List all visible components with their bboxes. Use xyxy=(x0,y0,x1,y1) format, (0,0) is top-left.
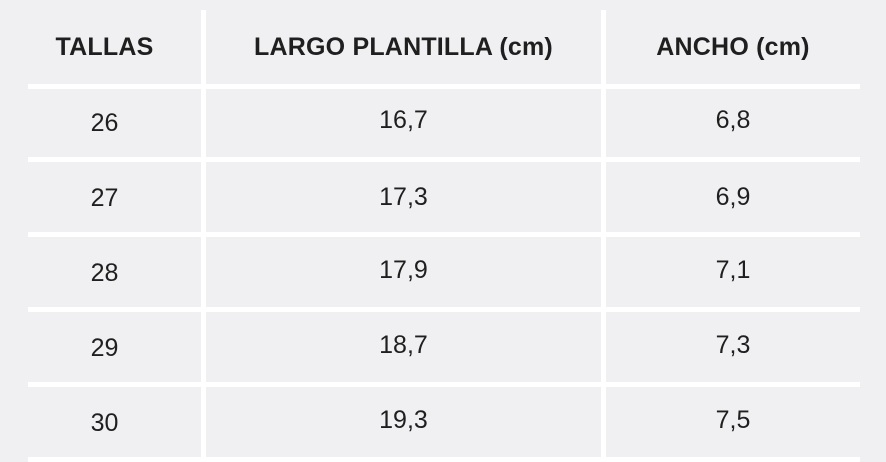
table-cell: 7,5 xyxy=(715,405,751,434)
row-divider-5 xyxy=(28,457,860,462)
table-cell: 17,9 xyxy=(379,255,428,284)
table-cell: 19,3 xyxy=(379,405,428,434)
header-tallas: TALLAS xyxy=(55,32,154,61)
table-cell: 28 xyxy=(90,258,119,287)
table-cell: 17,3 xyxy=(379,182,428,211)
header-largo-plantilla: LARGO PLANTILLA (cm) xyxy=(254,32,553,61)
table-cell: 30 xyxy=(90,408,119,437)
table-cell: 6,8 xyxy=(715,105,751,134)
table-cell: 29 xyxy=(90,333,119,362)
table-cell: 16,7 xyxy=(379,105,428,134)
row-divider-4 xyxy=(28,382,860,387)
table-cell: 26 xyxy=(90,108,119,137)
row-divider-3 xyxy=(28,307,860,312)
table-cell: 18,7 xyxy=(379,330,428,359)
header-ancho: ANCHO (cm) xyxy=(656,32,810,61)
row-divider-1 xyxy=(28,157,860,162)
table-cell: 6,9 xyxy=(715,182,751,211)
table-cell: 7,1 xyxy=(715,255,751,284)
table-cell: 27 xyxy=(90,183,119,212)
row-divider-2 xyxy=(28,232,860,237)
table-cell: 7,3 xyxy=(715,330,751,359)
row-divider-header xyxy=(28,84,860,89)
